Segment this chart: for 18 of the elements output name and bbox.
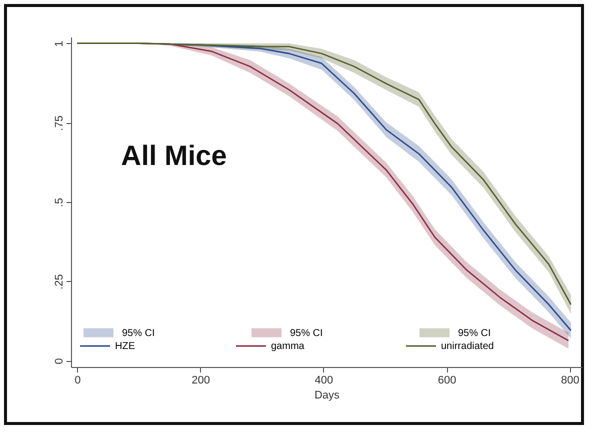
annotation: 95% CI xyxy=(122,328,155,339)
y-tick-label: .75 xyxy=(54,116,66,131)
annotation: 95% CI xyxy=(290,328,323,339)
y-tick-label: 0 xyxy=(54,358,66,364)
x-axis-title: Days xyxy=(314,390,340,402)
annotation: 95% CI xyxy=(458,328,491,339)
legend-label: gamma xyxy=(271,341,305,352)
y-tick-label: 1 xyxy=(54,40,66,47)
x-tick-label: 800 xyxy=(561,374,580,386)
y-tick-label: .5 xyxy=(54,198,66,208)
text: All Mice xyxy=(121,140,227,171)
legend-label: HZE xyxy=(115,341,136,352)
legend-label: unirradiated xyxy=(441,341,494,352)
x-tick-label: 400 xyxy=(314,374,334,386)
x-tick-label: 200 xyxy=(192,374,210,386)
x-tick-label: 0 xyxy=(74,374,81,386)
y-tick-label: .25 xyxy=(54,274,66,290)
x-tick-label: 600 xyxy=(438,374,456,386)
